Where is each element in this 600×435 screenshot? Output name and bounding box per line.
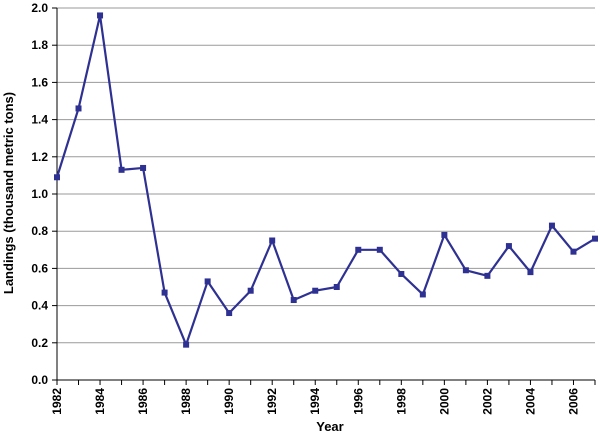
x-tick-label: 1986 bbox=[136, 388, 150, 415]
x-tick-label: 1990 bbox=[222, 388, 236, 415]
axes bbox=[52, 7, 596, 385]
y-tick-label: 1.2 bbox=[31, 150, 48, 164]
data-point-marker bbox=[441, 231, 448, 238]
x-tick-label: 2002 bbox=[480, 388, 494, 415]
x-tick-label: 1984 bbox=[93, 388, 107, 415]
data-point-marker bbox=[312, 287, 319, 294]
data-point-marker bbox=[290, 297, 297, 304]
x-tick-label: 2004 bbox=[523, 388, 537, 415]
y-tick-label: 2.0 bbox=[31, 1, 48, 15]
data-point-marker bbox=[75, 105, 82, 112]
series-layer bbox=[54, 12, 598, 348]
y-tick-label: 0.2 bbox=[31, 336, 48, 350]
y-tick-label: 1.0 bbox=[31, 187, 48, 201]
data-point-marker bbox=[484, 272, 491, 279]
x-tick-label: 1998 bbox=[394, 388, 408, 415]
data-point-marker bbox=[505, 243, 512, 250]
y-axis-title: Landings (thousand metric tons) bbox=[1, 92, 16, 294]
x-tick-label: 1994 bbox=[308, 388, 322, 415]
data-point-marker bbox=[140, 164, 147, 171]
data-point-marker bbox=[269, 237, 276, 244]
tick-labels: 0.0 0.2 0.4 0.6 0.8 1.0 1.2 1.4 1.6 1.8 2.0 1982 198… bbox=[31, 1, 580, 415]
data-point-marker bbox=[54, 174, 60, 181]
data-point-marker bbox=[247, 287, 254, 294]
y-tick-label: 0.4 bbox=[31, 299, 48, 313]
data-point-marker bbox=[97, 12, 104, 19]
data-point-marker bbox=[462, 267, 469, 274]
y-tick-label: 1.4 bbox=[31, 113, 48, 127]
x-tick-label: 1988 bbox=[179, 388, 193, 415]
data-point-marker bbox=[355, 246, 362, 253]
data-point-marker bbox=[161, 289, 168, 296]
y-tick-label: 0.8 bbox=[31, 224, 48, 238]
data-point-marker bbox=[419, 291, 426, 298]
x-axis-title: Year bbox=[316, 419, 343, 434]
data-point-marker bbox=[118, 166, 125, 173]
data-point-marker bbox=[183, 341, 190, 348]
data-point-marker bbox=[548, 222, 555, 229]
data-point-marker bbox=[204, 278, 211, 285]
x-tick-label: 1982 bbox=[50, 388, 64, 415]
data-point-marker bbox=[333, 284, 340, 290]
data-point-marker bbox=[226, 310, 233, 317]
x-tick-label: 1992 bbox=[265, 388, 279, 415]
data-point-marker bbox=[398, 270, 405, 277]
data-point-marker bbox=[527, 269, 534, 276]
data-point-marker bbox=[570, 248, 577, 255]
gridlines bbox=[57, 7, 595, 344]
series-line bbox=[55, 14, 596, 346]
y-tick-label: 0.6 bbox=[31, 261, 48, 275]
y-tick-label: 1.8 bbox=[31, 38, 48, 52]
x-tick-label: 2000 bbox=[437, 388, 451, 415]
data-point-marker bbox=[376, 246, 383, 253]
y-tick-label: 1.6 bbox=[31, 75, 48, 89]
data-point-marker bbox=[592, 235, 598, 242]
y-tick-label: 0.0 bbox=[31, 373, 48, 387]
x-tick-label: 1996 bbox=[351, 388, 365, 415]
x-tick-label: 2006 bbox=[566, 388, 580, 415]
